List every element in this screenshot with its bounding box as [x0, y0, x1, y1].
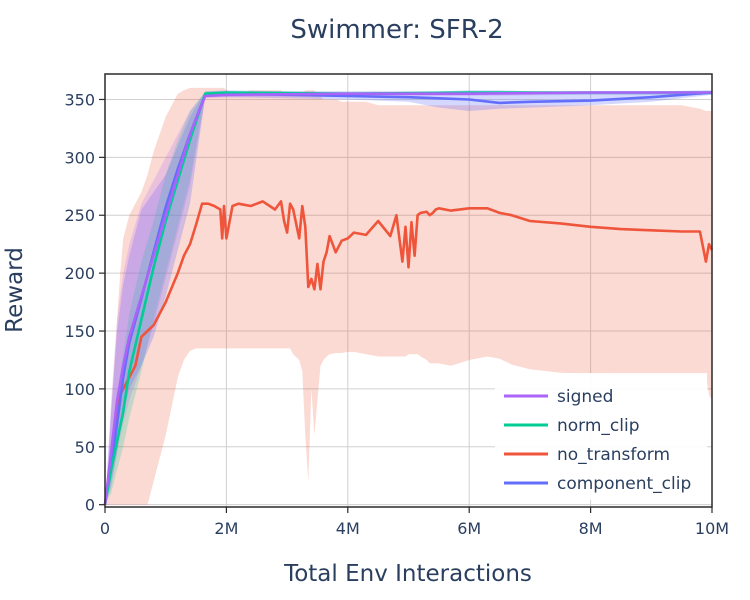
y-tick-label: 200	[64, 264, 95, 283]
x-tick-label: 10M	[695, 519, 729, 538]
series-no-transform	[103, 200, 714, 505]
band-layer	[105, 87, 712, 505]
y-tick-label: 250	[64, 206, 95, 225]
y-tick-label: 50	[75, 438, 95, 457]
band-no-transform	[105, 87, 712, 505]
plot-frame	[104, 73, 713, 508]
legend-label-norm-clip: norm_clip	[557, 416, 640, 436]
x-tick-label: 0	[100, 519, 110, 538]
x-tick-labels: 0 2M 4M 6M 8M 10M	[100, 507, 729, 538]
legend-background	[495, 373, 707, 500]
y-tick-labels: 0 50 100 150 200 250 300 350	[64, 90, 105, 515]
x-tick-label: 4M	[336, 519, 360, 538]
y-axis-title: Reward	[2, 247, 28, 333]
series-signed	[103, 91, 712, 505]
x-tick-label: 2M	[214, 519, 238, 538]
legend: signed norm_clip no_transform component_cli…	[495, 373, 707, 500]
legend-label-component-clip: component_clip	[557, 474, 691, 494]
x-tick-label: 8M	[579, 519, 603, 538]
y-tick-label: 300	[64, 148, 95, 167]
y-tick-label: 150	[64, 322, 95, 341]
y-tick-label: 100	[64, 380, 95, 399]
y-tick-label: 0	[85, 496, 95, 515]
chart-title: Swimmer: SFR-2	[290, 15, 503, 45]
x-tick-label: 6M	[457, 519, 481, 538]
legend-label-no-transform: no_transform	[557, 445, 670, 465]
legend-label-signed: signed	[557, 387, 613, 407]
y-tick-label: 350	[64, 90, 95, 109]
line-layer	[103, 91, 714, 505]
grid-layer	[105, 74, 712, 507]
x-axis-title: Total Env Interactions	[283, 561, 532, 587]
